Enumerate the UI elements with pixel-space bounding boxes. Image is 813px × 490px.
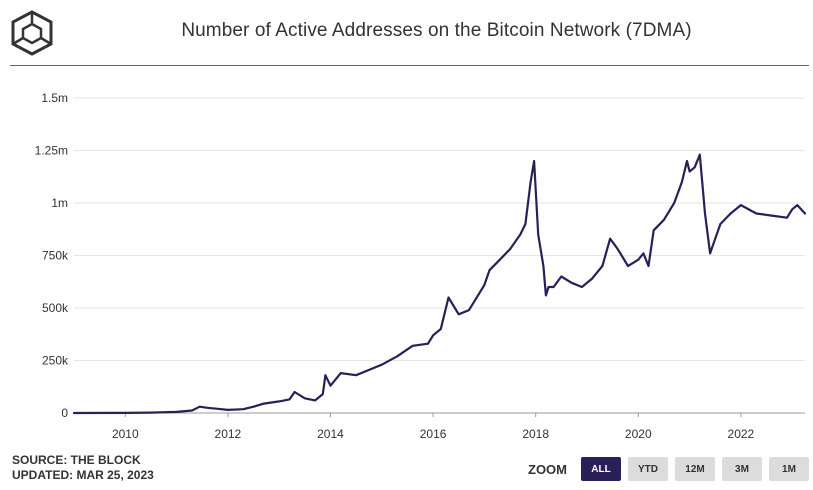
y-tick-label: 1.5m [41, 91, 68, 105]
zoom-all-button[interactable]: ALL [581, 457, 621, 481]
zoom-3m-button[interactable]: 3M [722, 457, 762, 481]
x-tick-label: 2010 [112, 427, 139, 441]
zoom-label: ZOOM [528, 461, 567, 477]
line-chart: 0 250k 500k 750k 1m 1.25m 1.5m 2010 2012 2014 2016… [35, 91, 807, 441]
footer-source: SOURCE: THE BLOCK UPDATED: MAR 25, 2023 [12, 453, 154, 483]
zoom-12m-button[interactable]: 12M [675, 457, 715, 481]
chart-header: Number of Active Addresses on the Bitcoi… [0, 0, 813, 66]
y-tick-label: 250k [42, 354, 69, 368]
x-tick-label: 2018 [522, 427, 549, 441]
y-tick-label: 1.25m [35, 144, 68, 158]
series-line [72, 153, 807, 415]
y-tick-label: 750k [42, 249, 69, 263]
x-tick-label: 2012 [215, 427, 242, 441]
y-tick-label: 1m [51, 196, 68, 210]
chart-title: Number of Active Addresses on the Bitcoi… [181, 20, 692, 41]
x-tick-label: 2020 [625, 427, 652, 441]
y-tick-label: 0 [61, 406, 68, 420]
cube-logo-icon [11, 10, 53, 56]
zoom-1m-button[interactable]: 1M [769, 457, 809, 481]
source-text: SOURCE: THE BLOCK [12, 453, 141, 467]
zoom-controls: ZOOM ALL YTD 12M 3M 1M [528, 456, 813, 482]
zoom-ytd-button[interactable]: YTD [628, 457, 668, 481]
x-tick-label: 2022 [728, 427, 755, 441]
header-divider [10, 65, 809, 66]
x-tick-label: 2016 [420, 427, 447, 441]
x-tick-label: 2014 [317, 427, 344, 441]
updated-text: UPDATED: MAR 25, 2023 [12, 468, 154, 482]
y-tick-label: 500k [42, 301, 69, 315]
